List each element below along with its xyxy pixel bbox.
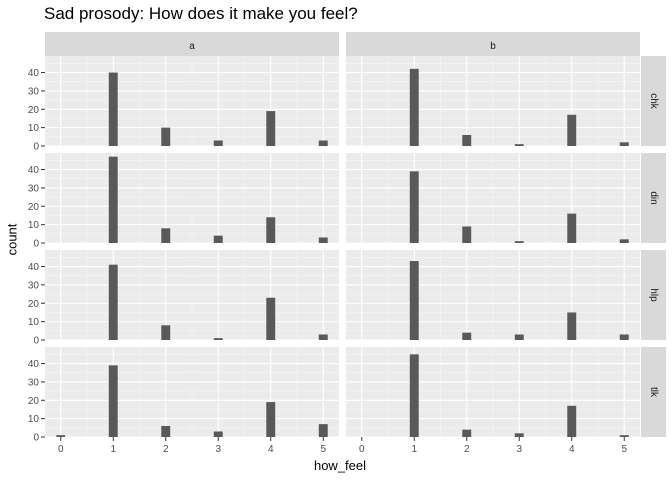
y-tick-label: 20	[28, 202, 40, 213]
bar-a-tlk-4	[266, 402, 276, 437]
y-tick-label: 0	[33, 336, 39, 347]
facet-label-din: din	[648, 191, 659, 204]
bar-b-hlp-4	[567, 312, 577, 340]
bar-b-chk-2	[462, 134, 472, 146]
x-tick-label: 1	[411, 444, 417, 455]
facet-strip-a	[45, 32, 339, 56]
bar-b-tlk-2	[462, 429, 472, 437]
facet-label-tlk: tlk	[648, 387, 659, 398]
bar-b-din-4	[567, 213, 577, 243]
x-tick-label: 4	[569, 444, 575, 455]
y-tick-label: 10	[28, 414, 40, 425]
facet-strip-tlk	[641, 347, 666, 437]
x-tick-label: 1	[110, 444, 116, 455]
bar-a-tlk-1	[108, 365, 118, 437]
bar-a-din-3	[213, 235, 223, 243]
bar-b-din-2	[462, 226, 472, 243]
bar-a-tlk-3	[213, 431, 223, 437]
bar-b-tlk-4	[567, 405, 577, 437]
bar-a-tlk-0	[56, 435, 66, 437]
bar-a-hlp-2	[161, 325, 171, 340]
bar-a-hlp-4	[266, 297, 276, 340]
bar-b-hlp-2	[462, 332, 472, 340]
bar-a-chk-2	[161, 127, 171, 146]
y-axis-label: count	[4, 223, 20, 256]
bar-a-din-1	[108, 156, 118, 243]
x-tick-label: 0	[359, 444, 365, 455]
y-tick-label: 30	[28, 377, 40, 388]
bar-a-din-5	[318, 237, 328, 243]
facet-label-b: b	[490, 41, 496, 52]
x-tick-label: 5	[320, 444, 326, 455]
x-tick-label: 5	[621, 444, 627, 455]
bar-b-chk-1	[409, 68, 419, 146]
x-axis-label: how_feel	[313, 458, 367, 473]
y-tick-label: 30	[28, 183, 40, 194]
chart-title: Sad prosody: How does it make you feel?	[44, 4, 358, 23]
x-tick-label: 3	[215, 444, 221, 455]
facet-strip-chk	[641, 56, 666, 146]
facet-strip-hlp	[641, 250, 666, 340]
bar-b-hlp-1	[409, 261, 419, 340]
bar-a-tlk-2	[161, 425, 171, 437]
bar-a-chk-1	[108, 72, 118, 146]
y-tick-label: 40	[28, 165, 40, 176]
facet-strip-din	[641, 153, 666, 243]
bar-a-chk-3	[213, 140, 223, 146]
y-tick-label: 30	[28, 280, 40, 291]
facet-strip-b	[346, 32, 640, 56]
bar-b-tlk-5	[619, 435, 629, 437]
y-tick-label: 10	[28, 317, 40, 328]
bar-a-chk-4	[266, 111, 276, 146]
bar-b-tlk-3	[514, 433, 524, 437]
x-tick-label: 0	[58, 444, 64, 455]
y-tick-label: 20	[28, 105, 40, 116]
bar-b-din-1	[409, 171, 419, 243]
y-tick-label: 40	[28, 262, 40, 273]
bar-b-hlp-5	[619, 334, 629, 340]
x-tick-label: 4	[268, 444, 274, 455]
bar-b-din-5	[619, 239, 629, 243]
y-tick-label: 40	[28, 68, 40, 79]
bar-b-chk-5	[619, 142, 629, 146]
y-tick-label: 10	[28, 123, 40, 134]
facet-label-a: a	[189, 41, 195, 52]
y-tick-label: 30	[28, 86, 40, 97]
y-tick-label: 0	[33, 239, 39, 250]
y-tick-label: 20	[28, 396, 40, 407]
x-tick-label: 2	[464, 444, 470, 455]
x-tick-label: 3	[516, 444, 522, 455]
bar-b-hlp-3	[514, 334, 524, 340]
bar-b-chk-4	[567, 114, 577, 146]
bar-a-hlp-5	[318, 334, 328, 340]
bar-a-tlk-5	[318, 424, 328, 437]
bar-b-din-3	[514, 241, 524, 243]
bar-b-tlk-1	[409, 354, 419, 437]
bar-a-din-2	[161, 228, 171, 243]
bar-b-chk-3	[514, 144, 524, 146]
x-tick-label: 2	[163, 444, 169, 455]
y-tick-label: 20	[28, 299, 40, 310]
bar-a-hlp-3	[213, 338, 223, 340]
y-tick-label: 10	[28, 220, 40, 231]
bar-a-din-4	[266, 217, 276, 243]
y-tick-label: 40	[28, 359, 40, 370]
facet-label-hlp: hlp	[648, 288, 659, 302]
bar-a-chk-5	[318, 140, 328, 146]
y-tick-label: 0	[33, 433, 39, 444]
facet-label-chk: chk	[648, 93, 659, 110]
bar-a-hlp-1	[108, 264, 118, 340]
y-tick-label: 0	[33, 142, 39, 153]
